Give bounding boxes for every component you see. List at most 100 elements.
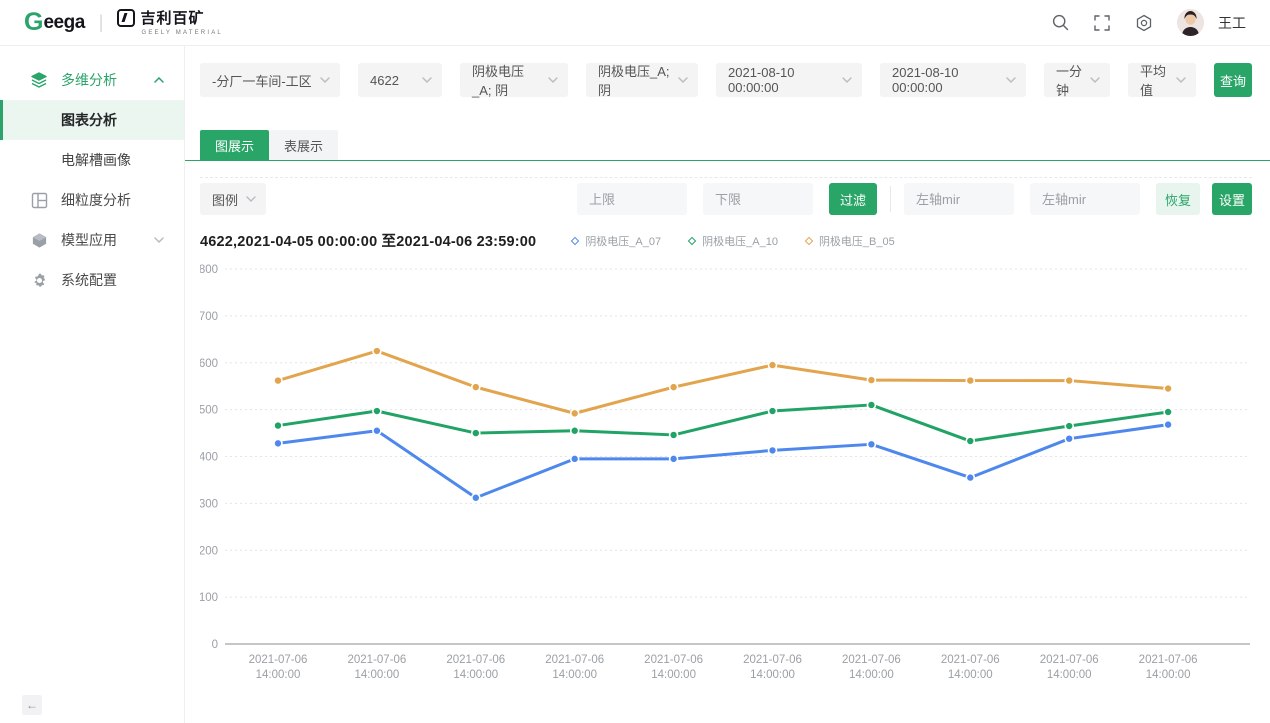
svg-text:2021-07-06: 2021-07-06 bbox=[1040, 654, 1099, 666]
data-point[interactable] bbox=[866, 375, 877, 385]
geega-logo-g: G bbox=[24, 8, 43, 36]
data-point[interactable] bbox=[470, 428, 481, 438]
user-name[interactable]: 王工 bbox=[1218, 14, 1246, 31]
metric-select-2[interactable]: 阴极电压_A; 阴 bbox=[586, 63, 698, 98]
svg-text:14:00:00: 14:00:00 bbox=[948, 669, 993, 681]
chevron-down-icon bbox=[678, 77, 688, 83]
sidebar-collapse-button[interactable]: ← bbox=[22, 695, 42, 715]
data-point[interactable] bbox=[1163, 419, 1173, 430]
start-datetime-select[interactable]: 2021-08-10 00:00:00 bbox=[716, 63, 862, 97]
query-button[interactable]: 查询 bbox=[1214, 63, 1252, 97]
legend-item-series-2[interactable]: 阴极电压_A_10 bbox=[687, 233, 778, 249]
data-point[interactable] bbox=[569, 425, 580, 436]
data-point[interactable] bbox=[569, 454, 580, 464]
user-avatar[interactable] bbox=[1177, 9, 1204, 36]
settings-icon[interactable] bbox=[1135, 14, 1153, 32]
svg-text:2021-07-06: 2021-07-06 bbox=[446, 654, 505, 666]
search-icon[interactable] bbox=[1051, 14, 1069, 32]
geely-logo-text: 吉利百矿 bbox=[140, 9, 205, 27]
chevron-down-icon bbox=[842, 77, 852, 83]
diamond-marker-icon bbox=[804, 236, 814, 245]
svg-text:2021-07-06: 2021-07-06 bbox=[842, 654, 901, 666]
data-point[interactable] bbox=[668, 430, 679, 440]
sidebar-item-multidim-analysis[interactable]: 多维分析 bbox=[0, 60, 184, 100]
chevron-down-icon bbox=[246, 196, 256, 202]
cell-id-select[interactable]: 4622 bbox=[358, 63, 442, 97]
filter-bar: -分厂一车间-工区 4622 阴极电压_A; 阴 阴极电压_A; 阴 2021-… bbox=[200, 63, 1252, 98]
layers-icon bbox=[30, 71, 48, 89]
sidebar: 多维分析 图表分析 电解槽画像 细粒度分析 模型应 bbox=[0, 46, 185, 723]
sidebar-item-electrolyzer-profile[interactable]: 电解槽画像 bbox=[0, 140, 184, 180]
filter-button[interactable]: 过滤 bbox=[829, 183, 877, 215]
data-point[interactable] bbox=[372, 346, 382, 356]
legend-label: 阴极电压_A_07 bbox=[585, 235, 662, 248]
sidebar-item-model-application[interactable]: 模型应用 bbox=[0, 220, 184, 260]
svg-text:14:00:00: 14:00:00 bbox=[651, 669, 696, 681]
sidebar-item-chart-analysis[interactable]: 图表分析 bbox=[0, 100, 184, 140]
tab-chart-view[interactable]: 图展示 bbox=[200, 130, 270, 160]
data-point[interactable] bbox=[767, 360, 778, 370]
aggregation-select[interactable]: 平均值 bbox=[1128, 63, 1196, 98]
interval-select[interactable]: 一分钟 bbox=[1044, 63, 1110, 98]
sidebar-item-label: 模型应用 bbox=[61, 232, 117, 248]
data-point[interactable] bbox=[273, 375, 283, 386]
data-point[interactable] bbox=[470, 382, 481, 392]
end-datetime-select[interactable]: 2021-08-10 00:00:00 bbox=[880, 63, 1026, 97]
legend-select[interactable]: 图例 bbox=[200, 183, 266, 215]
toolbar-divider bbox=[890, 186, 891, 212]
left-axis-max-input[interactable] bbox=[1030, 183, 1140, 215]
data-point[interactable] bbox=[569, 408, 580, 419]
svg-text:2021-07-06: 2021-07-06 bbox=[545, 654, 604, 666]
svg-text:14:00:00: 14:00:00 bbox=[849, 669, 894, 681]
metric-select-1[interactable]: 阴极电压_A; 阴 bbox=[460, 63, 568, 98]
svg-text:14:00:00: 14:00:00 bbox=[355, 669, 400, 681]
data-point[interactable] bbox=[866, 439, 877, 450]
fullscreen-icon[interactable] bbox=[1093, 14, 1111, 32]
data-point[interactable] bbox=[668, 382, 679, 392]
data-point[interactable] bbox=[866, 400, 877, 410]
data-point[interactable] bbox=[372, 406, 382, 416]
data-point[interactable] bbox=[273, 420, 283, 431]
data-point[interactable] bbox=[1163, 383, 1173, 394]
data-point[interactable] bbox=[470, 492, 481, 503]
gear-icon bbox=[30, 271, 48, 289]
chart-header: 4622,2021-04-05 00:00:00 至2021-04-06 23:… bbox=[200, 230, 1252, 251]
data-point[interactable] bbox=[1064, 421, 1075, 431]
data-point[interactable] bbox=[273, 438, 283, 449]
sidebar-item-fine-grained-analysis[interactable]: 细粒度分析 bbox=[0, 180, 184, 220]
sidebar-item-label: 电解槽画像 bbox=[61, 152, 131, 168]
svg-text:14:00:00: 14:00:00 bbox=[552, 669, 597, 681]
data-point[interactable] bbox=[965, 375, 976, 386]
svg-text:600: 600 bbox=[200, 358, 218, 370]
sidebar-item-label: 多维分析 bbox=[61, 72, 117, 88]
legend-item-series-1[interactable]: 阴极电压_A_07 bbox=[571, 233, 662, 249]
data-point[interactable] bbox=[767, 445, 778, 456]
upper-limit-input[interactable] bbox=[577, 183, 687, 215]
settings-button[interactable]: 设置 bbox=[1212, 183, 1252, 215]
data-point[interactable] bbox=[965, 472, 976, 483]
geely-logo-icon bbox=[117, 9, 136, 27]
data-point[interactable] bbox=[1163, 407, 1173, 417]
left-axis-min-input[interactable] bbox=[904, 183, 1014, 215]
svg-text:2021-07-06: 2021-07-06 bbox=[249, 654, 308, 666]
svg-text:500: 500 bbox=[200, 405, 218, 417]
workshop-select[interactable]: -分厂一车间-工区 bbox=[200, 63, 340, 97]
legend-select-value: 图例 bbox=[212, 192, 239, 208]
chevron-down-icon bbox=[1176, 77, 1186, 83]
sidebar-item-system-config[interactable]: 系统配置 bbox=[0, 260, 184, 300]
data-point[interactable] bbox=[668, 454, 679, 464]
svg-text:2021-07-06: 2021-07-06 bbox=[644, 654, 703, 666]
data-point[interactable] bbox=[965, 436, 976, 446]
data-point[interactable] bbox=[372, 425, 382, 436]
svg-text:14:00:00: 14:00:00 bbox=[256, 669, 301, 681]
tab-table-view[interactable]: 表展示 bbox=[269, 130, 339, 160]
data-point[interactable] bbox=[767, 406, 778, 416]
data-point[interactable] bbox=[1064, 375, 1075, 386]
interval-select-value: 一分钟 bbox=[1056, 64, 1083, 98]
main-content: -分厂一车间-工区 4622 阴极电压_A; 阴 阴极电压_A; 阴 2021-… bbox=[185, 46, 1270, 723]
legend-item-series-3[interactable]: 阴极电压_B_05 bbox=[804, 233, 895, 249]
reset-button[interactable]: 恢复 bbox=[1156, 183, 1200, 215]
data-point[interactable] bbox=[1064, 433, 1075, 444]
lower-limit-input[interactable] bbox=[703, 183, 813, 215]
chevron-up-icon bbox=[154, 77, 164, 83]
